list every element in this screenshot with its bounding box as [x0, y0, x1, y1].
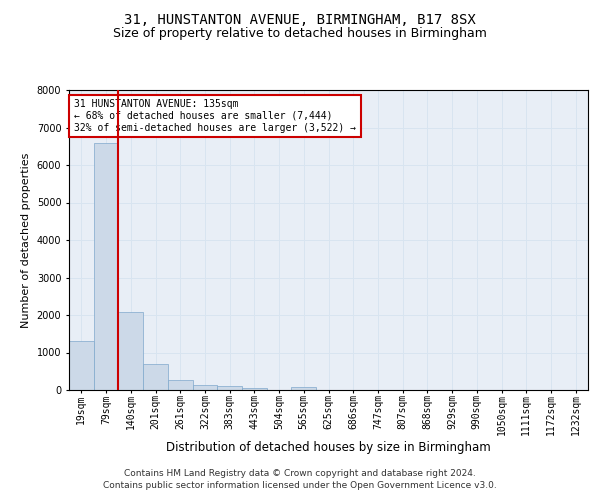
- Bar: [168, 380, 193, 390]
- Bar: [69, 341, 94, 390]
- Text: Contains public sector information licensed under the Open Government Licence v3: Contains public sector information licen…: [103, 481, 497, 490]
- Bar: [193, 384, 217, 390]
- Text: 31 HUNSTANTON AVENUE: 135sqm
← 68% of detached houses are smaller (7,444)
32% of: 31 HUNSTANTON AVENUE: 135sqm ← 68% of de…: [74, 100, 356, 132]
- Bar: [118, 312, 143, 390]
- Bar: [292, 386, 316, 390]
- Text: Size of property relative to detached houses in Birmingham: Size of property relative to detached ho…: [113, 28, 487, 40]
- Text: Contains HM Land Registry data © Crown copyright and database right 2024.: Contains HM Land Registry data © Crown c…: [124, 468, 476, 477]
- Bar: [94, 142, 118, 390]
- Bar: [217, 386, 242, 390]
- X-axis label: Distribution of detached houses by size in Birmingham: Distribution of detached houses by size …: [166, 441, 491, 454]
- Bar: [242, 388, 267, 390]
- Text: 31, HUNSTANTON AVENUE, BIRMINGHAM, B17 8SX: 31, HUNSTANTON AVENUE, BIRMINGHAM, B17 8…: [124, 12, 476, 26]
- Bar: [143, 364, 168, 390]
- Y-axis label: Number of detached properties: Number of detached properties: [21, 152, 31, 328]
